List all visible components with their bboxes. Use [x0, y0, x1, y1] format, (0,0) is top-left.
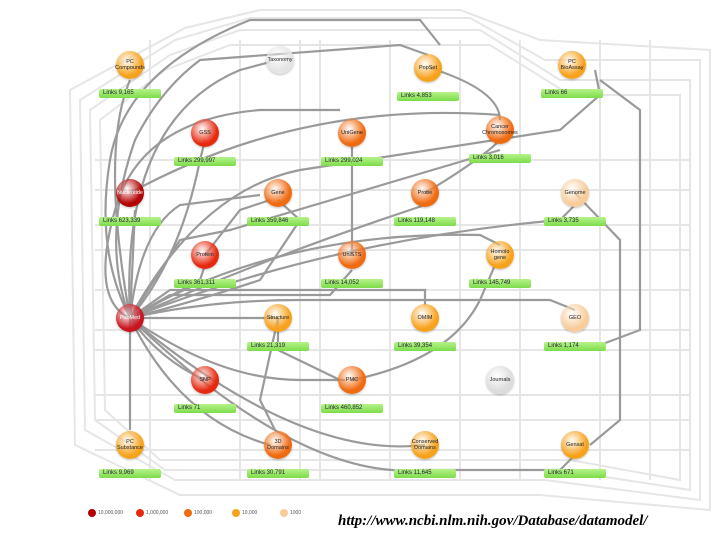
links-badge-gss[interactable]: Links 299,997 — [174, 157, 236, 166]
link-route-34 — [204, 198, 271, 256]
links-badge-omim[interactable]: Links 39,354 — [394, 342, 456, 351]
links-badge-protein[interactable]: Links 361,311 — [174, 279, 236, 288]
link-route-24 — [113, 79, 132, 319]
links-badge-genome[interactable]: Links 3,735 — [544, 217, 606, 226]
links-badge-3d-domains[interactable]: Links 30,791 — [247, 469, 309, 478]
link-route-20 — [129, 233, 501, 319]
legend-label: 10,000,000 — [98, 510, 124, 516]
link-route-0 — [104, 18, 441, 319]
links-badge-snp[interactable]: Links 71 — [174, 404, 236, 413]
links-badge-genbank-sets[interactable]: Links 671 — [544, 469, 606, 478]
link-route-25 — [129, 111, 501, 194]
links-badge-cancer-chromosomes[interactable]: Links 3,016 — [469, 154, 531, 163]
links-badge-structure[interactable]: Links 21,319 — [247, 342, 309, 351]
background-ring-3 — [68, 9, 711, 512]
node-snp[interactable]: SNP — [191, 366, 219, 394]
link-route-11 — [129, 317, 345, 382]
node-structure[interactable]: Structure — [264, 304, 292, 332]
source-url[interactable]: http://www.ncbi.nlm.nih.gov/Database/dat… — [338, 513, 648, 529]
links-badge-geo[interactable]: Links 1,174 — [544, 342, 606, 351]
node-unigene[interactable]: UniGene — [338, 119, 366, 147]
node-genome[interactable]: Genome — [561, 179, 589, 207]
links-badge-pc-substance[interactable]: Links 9,969 — [99, 469, 161, 478]
legend-item: 10,000 — [232, 507, 276, 519]
legend-swatch — [232, 509, 240, 517]
links-badge-pubchem[interactable]: Links 4,853 — [397, 92, 459, 101]
node-nucleotide[interactable]: Nucleotide — [116, 179, 144, 207]
node-pc-bioassay[interactable]: PC BioAssay — [558, 51, 586, 79]
node-taxonomy[interactable]: Taxonomy — [266, 46, 294, 74]
legend-swatch — [280, 509, 288, 517]
legend-swatch — [136, 509, 144, 517]
node-probe[interactable]: Probe — [411, 179, 439, 207]
node-gene[interactable]: Gene — [264, 179, 292, 207]
legend-item: 10,000,000 — [88, 507, 132, 519]
legend-label: 100,000 — [194, 510, 213, 516]
link-route-26 — [429, 66, 502, 121]
link-route-3 — [129, 139, 207, 319]
node-homologene[interactable]: Homolo gene — [486, 241, 514, 269]
node-3d-domains[interactable]: 3D Domains — [264, 431, 292, 459]
node-omim[interactable]: OMIM — [411, 304, 439, 332]
node-protein[interactable]: Protein — [191, 241, 219, 269]
link-route-16 — [128, 193, 261, 319]
node-unists[interactable]: UniSTS — [338, 241, 366, 269]
links-badge-unists[interactable]: Links 14,052 — [321, 279, 383, 288]
links-badge-probe[interactable]: Links 119,148 — [394, 217, 456, 226]
legend-swatch — [184, 509, 192, 517]
node-conserved-domains[interactable]: Conserved Domains — [411, 431, 439, 459]
links-badge-gene[interactable]: Links 359,846 — [247, 217, 309, 226]
links-badge-pc-compounds[interactable]: Links 9,165 — [99, 89, 161, 98]
node-pc-compounds[interactable]: PC Compounds — [115, 51, 145, 79]
links-badge-unigene[interactable]: Links 299,024 — [321, 157, 383, 166]
links-badge-pc-bioassay[interactable]: Links 66 — [541, 89, 603, 98]
node-pc-substance[interactable]: PC Substance — [116, 431, 144, 459]
link-route-8 — [129, 288, 427, 319]
legend-label: 1,000,000 — [146, 510, 169, 516]
link-route-12 — [129, 317, 271, 447]
node-journals[interactable]: Journals — [486, 366, 514, 394]
legend-label: 1000 — [290, 510, 302, 516]
link-route-22 — [129, 69, 602, 319]
link-route-33 — [574, 192, 622, 446]
legend-swatch — [88, 509, 96, 517]
node-gss[interactable]: GSS — [191, 119, 219, 147]
links-badge-nucleotide[interactable]: Links 623,339 — [99, 217, 161, 226]
links-badge-pmc[interactable]: Links 460,852 — [321, 404, 383, 413]
legend-item: 100,000 — [184, 507, 228, 519]
node-pubchem[interactable]: PopSet — [414, 54, 442, 82]
links-badge-homologene[interactable]: Links 145,749 — [469, 279, 531, 288]
node-genbank-sets[interactable]: Gensat — [561, 431, 589, 459]
legend-item: 1,000,000 — [136, 507, 180, 519]
link-route-23 — [128, 60, 271, 319]
node-pubmed[interactable]: PubMed — [116, 304, 144, 332]
node-cancer-chromosomes[interactable]: Cancer Chromosomes — [482, 116, 518, 144]
links-badge-conserved-domains[interactable]: Links 11,645 — [394, 469, 456, 478]
legend-label: 10,000 — [242, 510, 258, 516]
node-pmc[interactable]: PMC — [338, 366, 366, 394]
link-route-1 — [115, 43, 429, 319]
link-route-15 — [129, 317, 426, 448]
node-geo[interactable]: GEO — [561, 304, 589, 332]
legend: 10,000,000 1,000,000 100,000 10,000 1000 — [88, 507, 324, 519]
link-route-29 — [258, 317, 280, 431]
legend-item: 1000 — [280, 507, 324, 519]
link-route-9 — [129, 298, 576, 320]
